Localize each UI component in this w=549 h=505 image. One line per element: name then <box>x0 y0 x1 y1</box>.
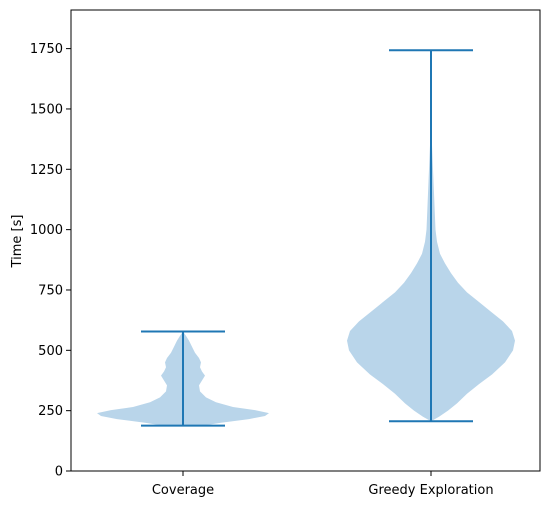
y-tick-label: 750 <box>38 283 63 298</box>
y-tick-label: 500 <box>38 344 63 359</box>
y-axis-label: Time [s] <box>10 215 25 269</box>
y-tick-label: 1500 <box>30 102 63 117</box>
y-tick-label: 0 <box>55 465 63 480</box>
y-tick-label: 1750 <box>30 42 63 57</box>
axes-layer: 0 250 500 750 1000 1250 1500 1750 Coverage Greedy… <box>30 9 541 498</box>
violin-layer <box>97 49 515 427</box>
x-tick-label: Greedy Exploration <box>368 483 493 498</box>
plot-frame <box>70 9 541 472</box>
y-tick-label: 1250 <box>30 163 63 178</box>
y-tick-label: 250 <box>38 404 63 419</box>
x-tick-label: Coverage <box>152 483 214 498</box>
y-tick-label: 1000 <box>30 223 63 238</box>
